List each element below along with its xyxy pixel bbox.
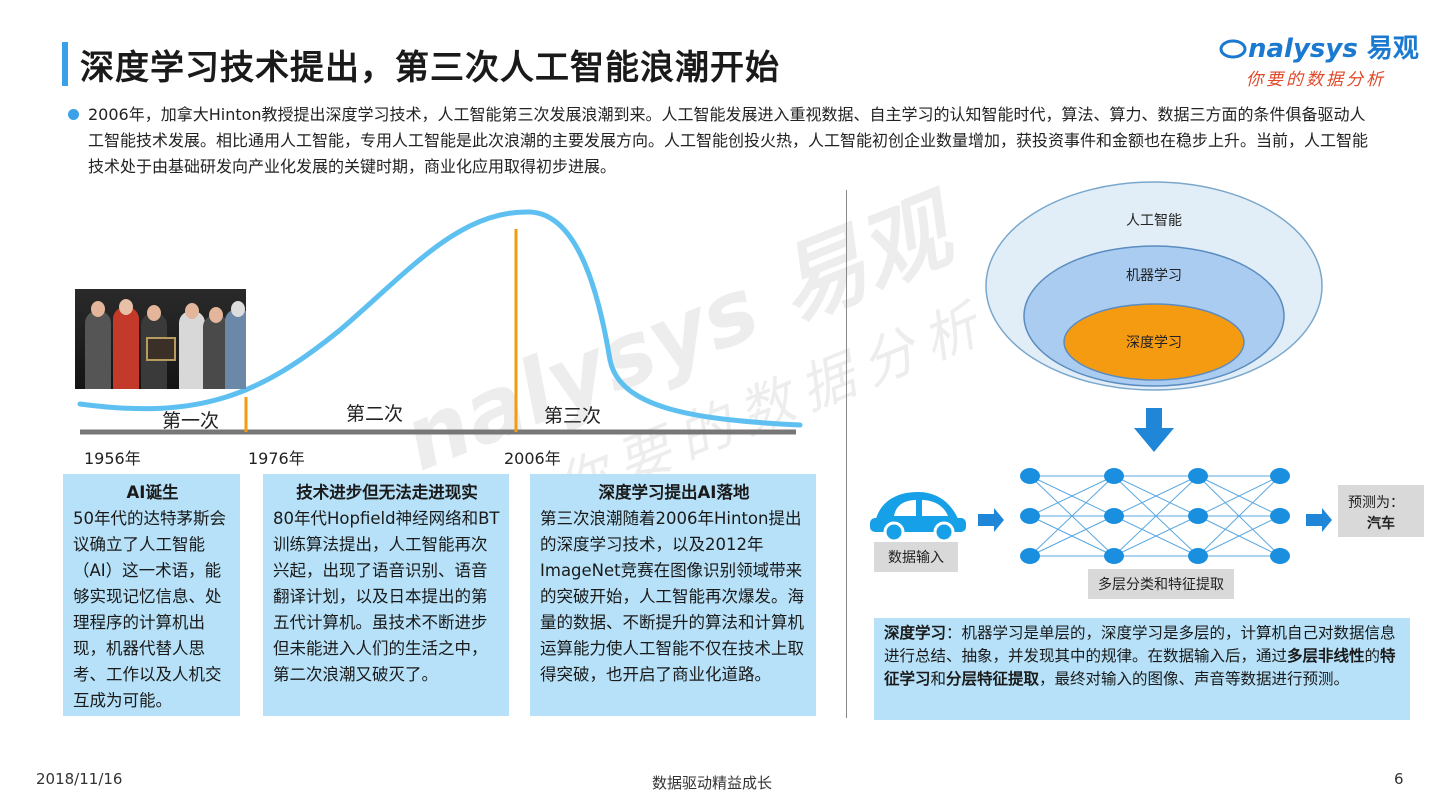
vertical-divider	[846, 190, 847, 718]
logo-slogan: 你要的数据分析	[1246, 70, 1386, 90]
box-second-wave-text: 80年代Hopfield神经网络和BT训练算法提出，人工智能再次兴起，出现了语音…	[273, 509, 500, 684]
box-third-wave: 深度学习提出AI落地 第三次浪潮随着2006年Hinton提出的深度学习技术，以…	[530, 474, 816, 716]
conference-group-photo	[75, 289, 246, 389]
deep-learning-diagram: 人工智能 机器学习 深度学习 数据输入 多层分类和特征提取 预测为： 汽车	[870, 181, 1424, 599]
venn-dl-inner	[1063, 303, 1245, 381]
analysys-logo: nalysys 易观 你要的数据分析	[1218, 28, 1419, 90]
deep-learning-explanation: 深度学习：机器学习是单层的，深度学习是多层的，计算机自己对数据信息进行总结、抽象…	[874, 618, 1410, 720]
venn-label-ml: 机器学习	[1126, 268, 1182, 284]
output-box	[1338, 485, 1424, 537]
box-first-wave: AI诞生 50年代的达特茅斯会议确立了人工智能（AI）这一术语，能够实现记忆信息…	[63, 474, 240, 716]
wave-label-1: 第一次	[162, 410, 219, 432]
explanation-bold-2: 特征学习	[884, 647, 1396, 688]
box-first-wave-title: AI诞生	[126, 483, 179, 502]
explanation-bold-1: 多层非线性	[1287, 647, 1365, 665]
intro-text: 2006年，加拿大Hinton教授提出深度学习技术，人工智能第三次发展浪潮到来。…	[88, 105, 1369, 176]
title-accent-bar	[62, 42, 68, 86]
network-connections	[1029, 475, 1281, 557]
box-second-wave: 技术进步但无法走进现实 80年代Hopfield神经网络和BT训练算法提出，人工…	[263, 474, 509, 716]
footer-date: 2018/11/16	[36, 770, 123, 788]
output-value: 汽车	[1367, 515, 1395, 532]
intro-paragraph: 2006年，加拿大Hinton教授提出深度学习技术，人工智能第三次发展浪潮到来。…	[68, 102, 1368, 180]
explanation-part-2: 的	[1364, 647, 1381, 665]
page-title: 深度学习技术提出，第三次人工智能浪潮开始	[80, 48, 780, 88]
box-second-wave-title: 技术进步但无法走进现实	[296, 483, 478, 502]
wave-label-2: 第二次	[346, 403, 403, 425]
arrow-out-icon	[1306, 508, 1332, 532]
arrow-in-icon	[978, 508, 1004, 532]
wave-label-3: 第三次	[544, 405, 601, 427]
output-label: 预测为：	[1348, 495, 1404, 511]
logo-swirl-icon	[1219, 39, 1247, 59]
year-label-2006: 2006年	[504, 449, 561, 468]
explanation-part-3: 和	[930, 670, 947, 688]
box-third-wave-title: 深度学习提出AI落地	[598, 483, 750, 502]
footer-slogan: 数据驱动精益成长	[652, 774, 773, 792]
explanation-bold-3: 分层特征提取	[946, 670, 1040, 688]
timeline-chart: 第一次 第二次 第三次 1956年 1976年 2006年	[77, 209, 803, 468]
input-label-box	[874, 542, 958, 572]
page-number: 6	[1394, 770, 1404, 788]
hidden-label-box	[1088, 569, 1234, 599]
down-arrow-icon	[1134, 408, 1174, 452]
venn-label-ai: 人工智能	[1126, 213, 1182, 229]
bullet-dot-icon	[68, 109, 79, 120]
year-label-1956: 1956年	[84, 449, 141, 468]
explanation-part-1: ：机器学习是单层的，深度学习是多层的，计算机自己对数据信息进行总结、抽象，并发现…	[884, 624, 1396, 665]
box-third-wave-text: 第三次浪潮随着2006年Hinton提出的深度学习技术，以及2012年Image…	[540, 509, 804, 684]
input-label: 数据输入	[888, 550, 944, 566]
hidden-label: 多层分类和特征提取	[1098, 576, 1224, 593]
venn-label-dl: 深度学习	[1126, 335, 1182, 351]
plaque	[146, 337, 176, 361]
explanation-term: 深度学习	[884, 624, 947, 642]
box-first-wave-text: 50年代的达特茅斯会议确立了人工智能（AI）这一术语，能够实现记忆信息、处理程序…	[73, 509, 226, 710]
ai-wave-curve	[77, 209, 803, 428]
year-label-1976: 1976年	[248, 449, 305, 468]
car-icon	[870, 492, 966, 543]
explanation-part-4: ，最终对输入的图像、声音等数据进行预测。	[1039, 670, 1350, 688]
logo-text: nalysys 易观	[1218, 28, 1419, 65]
network-nodes	[1020, 468, 1290, 564]
